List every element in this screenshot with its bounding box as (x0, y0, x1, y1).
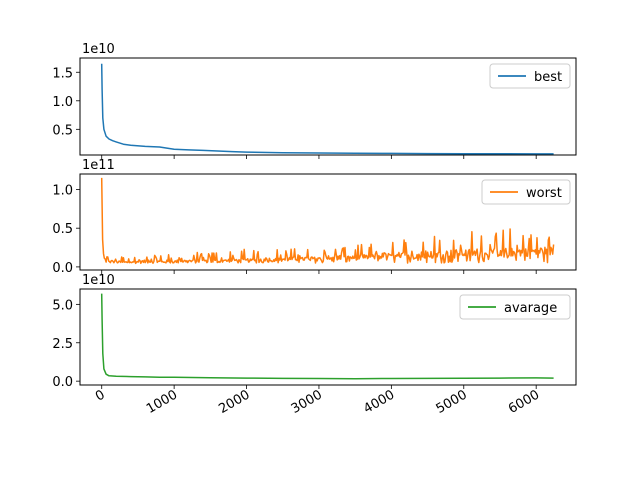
series-line-best (100, 63, 554, 155)
ytick-label: 1.5 (52, 66, 73, 81)
ytick-label: 0.5 (52, 222, 73, 237)
xtick-label: 3000 (289, 387, 325, 417)
legend-box (459, 294, 571, 320)
axes-frame (79, 173, 577, 271)
xtick-label: 5000 (434, 387, 470, 417)
subplot-1: best 0.5 1.0 1.5 1e10 (52, 42, 577, 159)
axes-frame (79, 57, 577, 156)
offset-label: 1e10 (82, 273, 115, 288)
ytick-label: 1.0 (52, 95, 73, 110)
subplot-2: worst 0.0 0.5 1.0 1e11 (52, 158, 577, 276)
ytick-label: 5.0 (52, 298, 73, 313)
ytick-label: 0.0 (52, 261, 73, 276)
legend-label-best: best (534, 70, 562, 85)
legend-box (489, 63, 571, 89)
xtick-label: 4000 (361, 387, 397, 417)
xtick-label: 2000 (216, 387, 252, 417)
series-line-worst (100, 177, 555, 265)
subplot-3: avarage 0.0 2.5 5.0 0 1000 2000 3000 4000 5000 600… (52, 273, 577, 417)
ytick-label: 2.5 (52, 337, 73, 352)
offset-label: 1e11 (82, 158, 115, 173)
xtick-label: 0 (93, 387, 108, 404)
xtick-label: 6000 (506, 387, 542, 417)
offset-label: 1e10 (82, 42, 115, 57)
ytick-label: 0.0 (52, 375, 73, 390)
series-line-avarage (100, 293, 554, 380)
axes-frame (79, 288, 577, 386)
legend-label-avarage: avarage (504, 301, 557, 316)
series-avarage: avarage (100, 293, 571, 380)
series-worst: worst (100, 177, 571, 265)
series-best: best (100, 63, 571, 155)
ytick-label: 0.5 (52, 123, 73, 138)
ytick-label: 1.0 (52, 183, 73, 198)
legend-label-worst: worst (526, 186, 562, 201)
legend-box (481, 179, 571, 205)
xtick-label: 1000 (144, 387, 180, 417)
